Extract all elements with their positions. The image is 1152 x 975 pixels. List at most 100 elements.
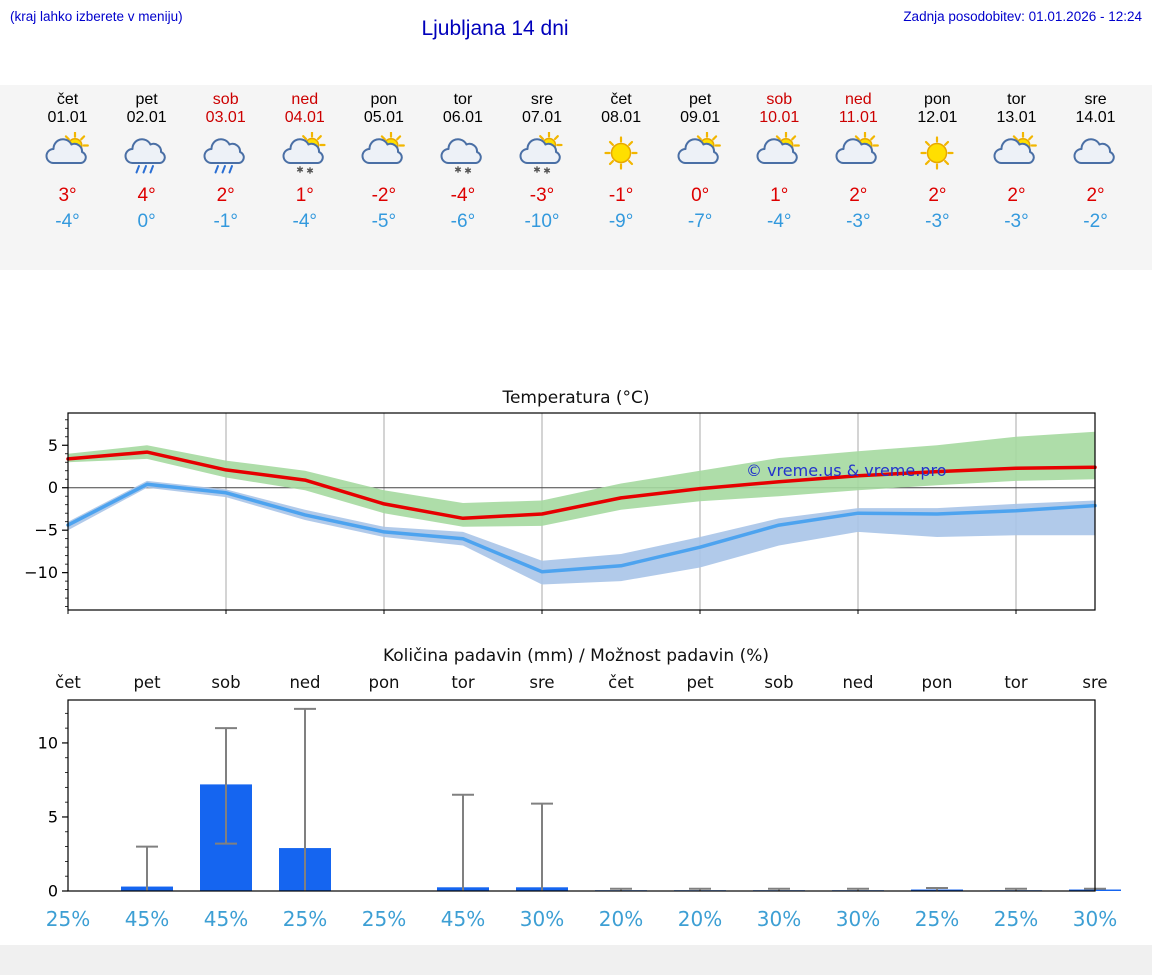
high-temp: 2° (849, 185, 868, 206)
precip-percent-label: 30% (520, 907, 564, 931)
forecast-day: ned 11.01 2° -3° (819, 85, 898, 270)
precip-chart-title: Količina padavin (mm) / Možnost padavin … (382, 646, 769, 666)
forecast-day: čet 01.01 3° -4° (28, 85, 107, 270)
day-date: 05.01 (363, 109, 404, 126)
day-name: pet (689, 91, 712, 108)
day-date: 13.01 (996, 109, 1037, 126)
forecast-day: tor 13.01 2° -3° (977, 85, 1056, 270)
day-name: čet (610, 91, 632, 108)
day-date: 14.01 (1075, 109, 1116, 126)
y-tick-label: 0 (48, 882, 58, 901)
high-temp: 1° (770, 185, 789, 206)
precip-percent-label: 30% (1073, 907, 1117, 931)
day-name: sob (212, 91, 239, 108)
day-name: ned (291, 91, 319, 108)
precip-day-label: sre (529, 673, 554, 692)
day-name: tor (1007, 91, 1026, 108)
high-temp: 1° (295, 185, 314, 206)
precip-day-label: sre (1082, 673, 1107, 692)
precipitation-chart: čet pet sob ned pon tor sre čet pet sob ned pon tor s… (38, 673, 1121, 931)
precip-percent-label: 45% (125, 907, 169, 931)
forecast-day: sob 03.01 2° -1° (186, 85, 265, 270)
day-name: tor (453, 91, 473, 108)
low-temp: -3° (846, 211, 871, 232)
forecast-day: pet 02.01 4° 0° (107, 85, 186, 270)
sunny-icon (898, 132, 977, 178)
snow-icon (423, 132, 502, 178)
low-temp: -7° (687, 211, 713, 232)
low-temp: -1° (213, 211, 238, 232)
precip-day-label: pet (686, 673, 714, 692)
forecast-day: čet 08.01 -1° -9° (582, 85, 661, 270)
watermark-link[interactable]: © vreme.us & vreme.pro (746, 461, 947, 480)
plot-border (67, 699, 1096, 892)
forecast-day: pet 09.01 0° -7° (661, 85, 740, 270)
y-tick-label: −10 (24, 563, 58, 582)
precip-percent-label: 25% (362, 907, 406, 931)
precip-percent-label: 30% (836, 907, 880, 931)
low-temp: -4° (55, 211, 80, 232)
low-temp: -6° (450, 211, 476, 232)
precip-day-label: tor (1004, 673, 1028, 692)
day-name: sre (1084, 91, 1107, 108)
temperature-chart-title: Temperatura (°C) (502, 388, 650, 408)
day-date: 02.01 (126, 109, 167, 126)
precip-percent-label: 20% (599, 907, 643, 931)
cloudy-icon (1056, 132, 1135, 178)
high-temp: 2° (216, 185, 235, 206)
last-update: Zadnja posodobitev: 01.01.2026 - 12:24 (903, 9, 1142, 24)
day-name: ned (844, 91, 872, 108)
rain-icon (107, 132, 186, 178)
high-temp: 4° (137, 185, 156, 206)
partly-cloudy-icon (740, 131, 819, 178)
low-temp: -4° (292, 211, 318, 232)
precip-day-label: čet (55, 673, 81, 692)
day-name: sre (530, 91, 554, 108)
precip-day-label: čet (608, 673, 634, 692)
partly-snow-icon (265, 131, 344, 178)
day-name: pon (924, 91, 951, 108)
temperature-chart: 5 0 −5 −10 © vreme.us & vreme.pro (24, 412, 1097, 614)
forecast-day: pon 12.01 2° -3° (898, 85, 977, 270)
rain-icon (186, 132, 265, 178)
precip-percent-label: 20% (678, 907, 722, 931)
forecast-strip: čet 01.01 3° -4° pet 02.01 4° 0° sob 03.01 2° -1° ne… (0, 85, 1152, 270)
menu-hint[interactable]: (kraj lahko izberete v meniju) (10, 9, 183, 24)
precip-percent-label: 25% (915, 907, 959, 931)
day-date: 12.01 (917, 109, 958, 126)
forecast-day: tor 06.01 -4° -6° (423, 85, 502, 270)
precip-day-label: sob (764, 673, 793, 692)
y-tick-label: 5 (48, 807, 58, 826)
day-name: čet (56, 91, 79, 108)
partly-cloudy-icon (28, 131, 107, 178)
day-name: pet (135, 91, 158, 108)
high-temp: -2° (371, 185, 397, 206)
footer-strip (0, 945, 1152, 975)
day-date: 04.01 (284, 109, 325, 126)
day-date: 08.01 (601, 109, 642, 126)
forecast-day: sob 10.01 1° -4° (740, 85, 819, 270)
high-temp: 2° (1086, 185, 1105, 206)
low-temp: 0° (137, 211, 156, 232)
partly-cloudy-icon (344, 131, 423, 178)
day-date: 07.01 (521, 109, 563, 126)
min-temp-line (66, 482, 1097, 574)
precip-day-label: tor (451, 673, 475, 692)
plot-border (67, 412, 1096, 611)
day-date: 06.01 (442, 109, 483, 126)
precip-day-label: ned (842, 673, 873, 692)
high-temp: -4° (450, 185, 476, 206)
y-tick-label: −5 (34, 521, 58, 540)
y-tick-label: 0 (48, 478, 58, 497)
precip-percent-label: 25% (994, 907, 1038, 931)
low-temp: -4° (766, 211, 792, 232)
low-temp: -3° (1004, 211, 1029, 232)
day-name: pon (370, 91, 398, 108)
high-temp: 0° (691, 185, 710, 206)
page-title: Ljubljana 14 dni (421, 17, 569, 40)
max-temp-line (66, 450, 1097, 521)
precip-day-label: sob (211, 673, 240, 692)
partly-cloudy-icon (661, 131, 740, 178)
y-tick-label: 10 (38, 733, 58, 752)
